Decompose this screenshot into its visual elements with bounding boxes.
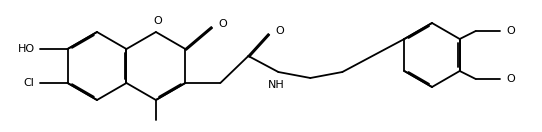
Text: HO: HO [17,44,35,54]
Text: O: O [218,19,227,29]
Text: Cl: Cl [24,78,35,88]
Text: NH: NH [268,80,285,90]
Text: O: O [507,74,515,84]
Text: O: O [275,26,284,36]
Text: O: O [153,16,162,26]
Text: O: O [507,26,515,36]
